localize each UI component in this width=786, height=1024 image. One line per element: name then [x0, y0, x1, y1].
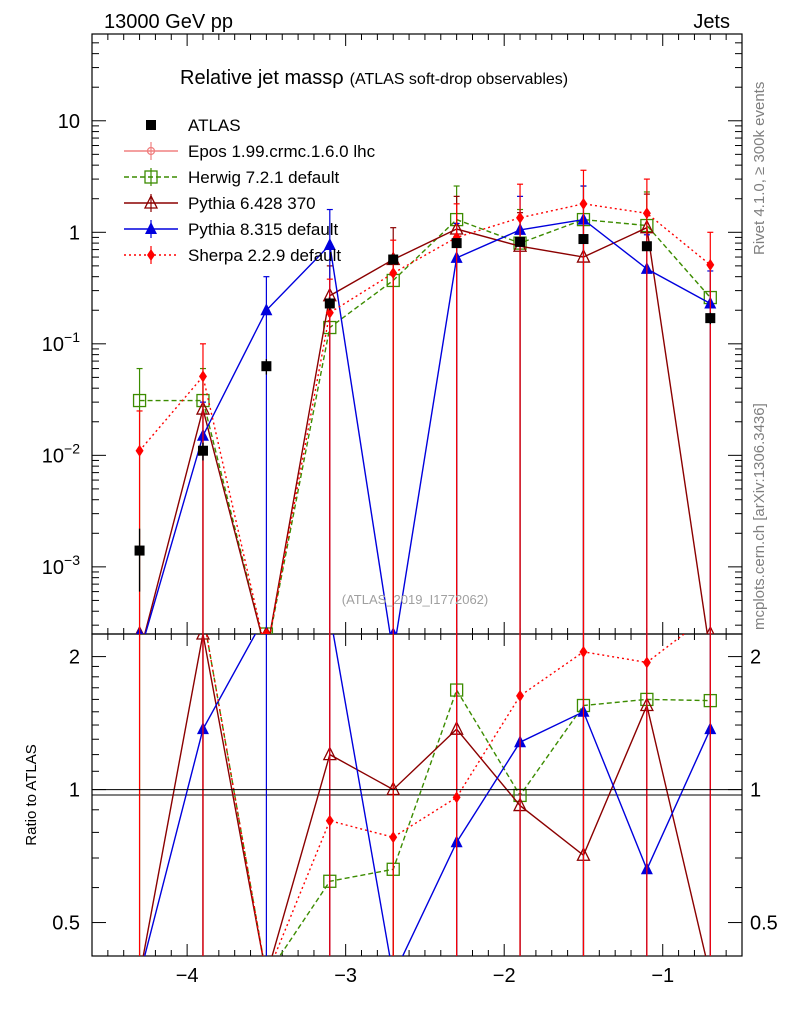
header-left: 13000 GeV pp — [104, 11, 233, 33]
ratio-tick-label: 2 — [69, 647, 80, 669]
series-point — [516, 211, 525, 224]
series-point — [642, 207, 651, 220]
legend-marker — [146, 146, 156, 156]
series-point — [323, 237, 336, 250]
ratio-line — [205, 634, 711, 956]
header-right: Jets — [693, 11, 730, 33]
atlas-point — [324, 298, 335, 309]
series-point — [325, 306, 334, 319]
x-tick-label: −2 — [493, 965, 516, 987]
watermark: (ATLAS_2019_I1772062) — [342, 592, 488, 607]
series-point — [132, 393, 147, 408]
legend-marker — [144, 170, 158, 184]
atlas-point — [641, 241, 652, 252]
x-tick-label: −1 — [651, 965, 674, 987]
legend-label: ATLAS — [188, 116, 241, 135]
chart-title: Relative jet massρ (ATLAS soft-drop obser… — [180, 67, 568, 89]
atlas-point — [705, 313, 716, 324]
legend-label: Herwig 7.2.1 default — [188, 168, 339, 187]
rivet-label: Rivet 4.1.0, ≥ 300k events — [751, 82, 768, 255]
series-line — [139, 218, 711, 634]
ratio-point — [452, 791, 461, 804]
atlas-point — [261, 361, 272, 372]
legend-marker — [145, 222, 157, 234]
ratio-tick-label: 0.5 — [52, 913, 80, 935]
y-tick-label: 1 — [69, 222, 80, 244]
ratio-tick-label: 0.5 — [750, 913, 778, 935]
atlas-point — [515, 236, 526, 247]
y-tick-label: 10−3 — [42, 552, 80, 579]
y-tick-label: 10−2 — [42, 440, 80, 467]
legend-marker — [143, 194, 159, 209]
ratio-line — [205, 634, 686, 956]
series-point — [262, 628, 271, 634]
series-line — [139, 203, 711, 634]
ratio-tick-labels: 0.5 0.5 1 1 2 2 — [52, 647, 778, 935]
x-tick-labels: −4 −3 −2 −1 — [176, 965, 674, 987]
legend-label: Sherpa 2.2.9 default — [188, 246, 341, 265]
legend-label: Pythia 8.315 default — [188, 220, 339, 239]
series-point — [135, 444, 144, 457]
ratio-series — [92, 634, 742, 956]
main-series — [132, 169, 717, 634]
ratio-point — [389, 831, 398, 844]
x-tick-label: −4 — [176, 965, 199, 987]
atlas-point — [451, 238, 462, 249]
series-point — [198, 370, 207, 383]
ratio-tick-label: 1 — [69, 780, 80, 802]
atlas-point — [197, 445, 208, 456]
atlas-point — [388, 254, 399, 265]
ratio-point — [325, 814, 334, 827]
y-tick-label: 10 — [58, 111, 80, 133]
ratio-point — [642, 656, 651, 669]
ratio-y-label: Ratio to ATLAS — [23, 744, 40, 845]
series-point — [706, 625, 715, 634]
ratio-line — [142, 634, 707, 956]
ratio-tick-label: 1 — [750, 780, 761, 802]
legend: ATLAS Epos 1.99.crmc.1.6.0 lhc Herwig 7.2.… — [124, 116, 376, 265]
atlas-point — [134, 545, 145, 556]
legend-label: Pythia 6.428 370 — [188, 194, 316, 213]
x-tick-label: −3 — [334, 965, 357, 987]
series-line — [144, 226, 709, 634]
legend-label: Epos 1.99.crmc.1.6.0 lhc — [188, 142, 376, 161]
legend-marker — [147, 249, 155, 261]
ratio-point — [516, 689, 525, 702]
y-tick-labels: 10−3 10−2 10−1 1 10 — [42, 111, 80, 579]
series-line — [144, 218, 711, 634]
ratio-point — [579, 645, 588, 658]
series-point — [706, 258, 715, 271]
ratio-line — [143, 634, 711, 956]
y-tick-label: 10−1 — [42, 329, 80, 356]
series-point — [260, 303, 273, 316]
ratio-tick-label: 2 — [750, 647, 761, 669]
series-point — [389, 267, 398, 280]
atlas-point — [578, 234, 589, 245]
mcplots-label: mcplots.cern.ch [arXiv:1306.3436] — [751, 403, 768, 630]
legend-marker — [146, 120, 156, 130]
series-point — [579, 197, 588, 210]
